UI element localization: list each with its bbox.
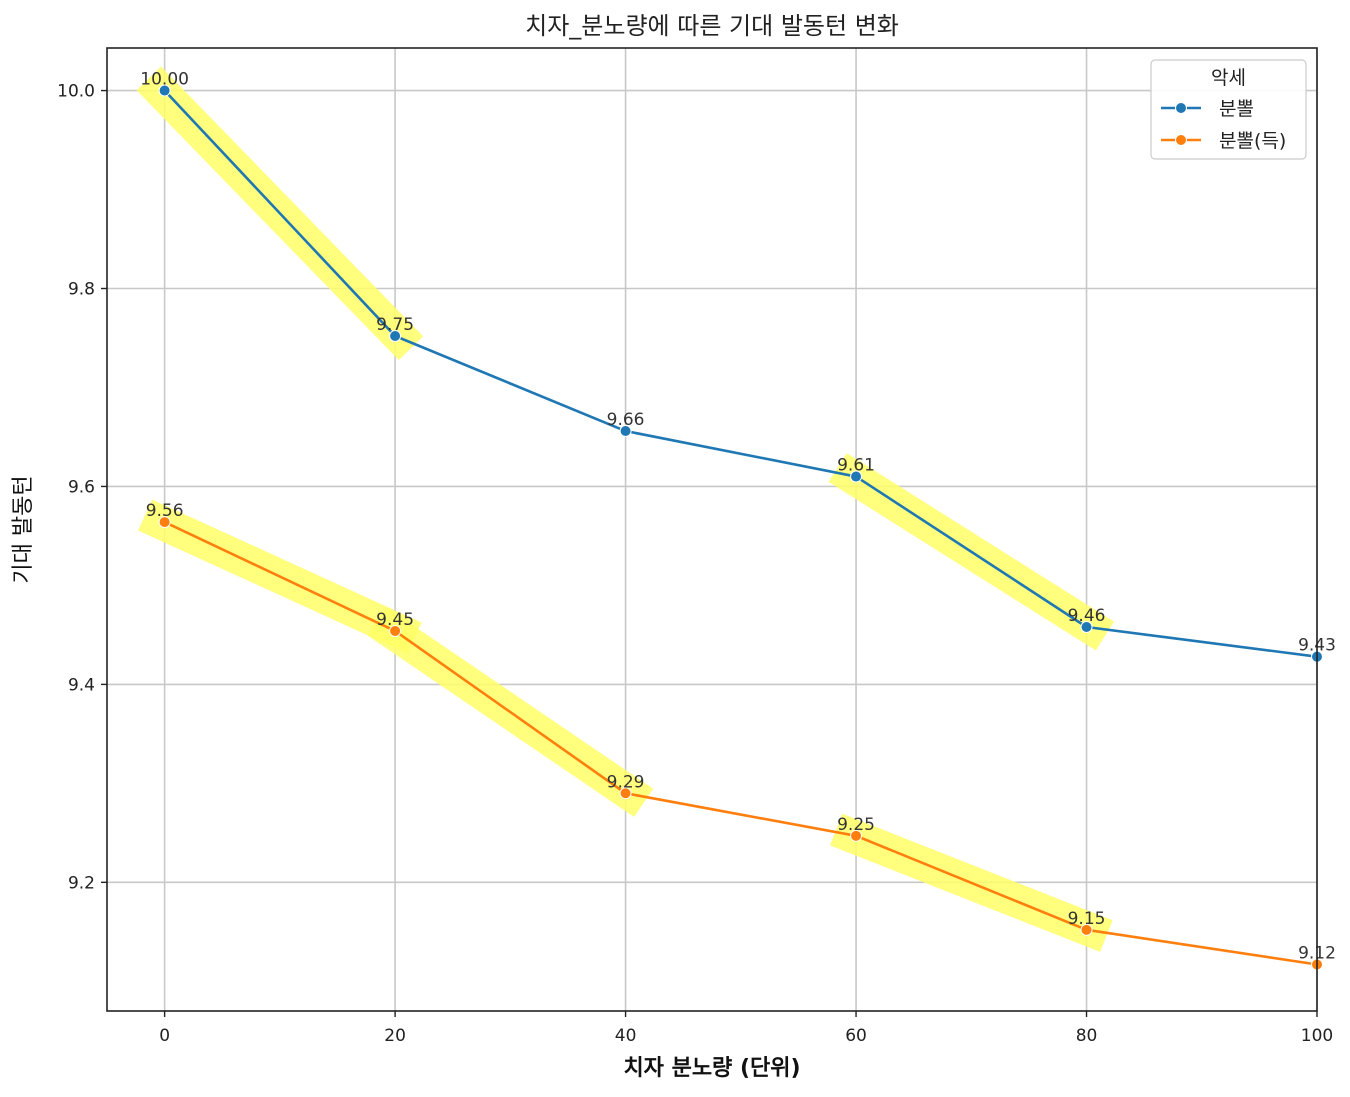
data-label: 10.00 <box>140 70 189 90</box>
legend-swatch-marker <box>1175 102 1187 114</box>
x-tick-label: 40 <box>615 1026 637 1046</box>
data-label: 9.61 <box>837 456 875 476</box>
y-tick-label: 9.8 <box>68 280 95 300</box>
y-tick-label: 9.6 <box>68 477 95 497</box>
data-label: 9.75 <box>376 315 414 335</box>
tick-layer: 0 20 40 60 80 100 9.2 9.4 9.6 9.8 10.0 <box>57 82 1333 1046</box>
x-tick-label: 100 <box>1301 1026 1333 1046</box>
plot-frame <box>106 47 1318 1012</box>
data-point <box>158 516 171 529</box>
y-tick-label: 10.0 <box>57 82 95 102</box>
data-label: 9.45 <box>376 610 414 630</box>
data-point <box>158 84 171 97</box>
y-tick-label: 9.4 <box>68 675 95 695</box>
data-label: 9.46 <box>1068 606 1106 626</box>
data-point <box>389 330 402 343</box>
x-tick-label: 80 <box>1076 1026 1098 1046</box>
data-point <box>619 425 632 438</box>
data-label: 9.15 <box>1068 909 1106 929</box>
data-point <box>619 787 632 800</box>
data-label: 9.66 <box>607 410 645 430</box>
y-axis-label: 기대 발동턴 <box>11 475 36 583</box>
data-label: 9.29 <box>607 772 645 792</box>
x-tick-label: 60 <box>845 1026 867 1046</box>
legend-box <box>1150 59 1307 160</box>
x-tick-label: 0 <box>159 1026 170 1046</box>
legend-entry: 분뽈 <box>1219 98 1254 120</box>
legend-entry: 분뽈(득) <box>1219 130 1286 152</box>
data-label-layer: 10.009.759.669.619.469.439.569.459.299.2… <box>140 70 1336 964</box>
data-point <box>850 470 863 483</box>
data-point <box>1080 620 1093 633</box>
y-tick-label: 9.2 <box>68 873 95 893</box>
chart-title: 치자_분노량에 따른 기대 발동턴 변화 <box>525 12 899 40</box>
series-line-0 <box>163 89 1318 658</box>
data-label: 9.56 <box>146 501 184 521</box>
grid-layer <box>107 48 1318 1011</box>
legend-title: 악세 <box>1211 67 1246 89</box>
x-axis-label: 치자 분노량 (단위) <box>623 1056 800 1081</box>
data-point <box>389 624 402 637</box>
data-label: 9.25 <box>837 815 875 835</box>
series-line-1 <box>164 520 1318 966</box>
series-layer <box>158 84 1323 971</box>
data-point <box>850 829 863 842</box>
legend-swatch-marker <box>1175 134 1187 146</box>
data-point <box>1080 923 1093 936</box>
x-tick-label: 20 <box>384 1026 406 1046</box>
